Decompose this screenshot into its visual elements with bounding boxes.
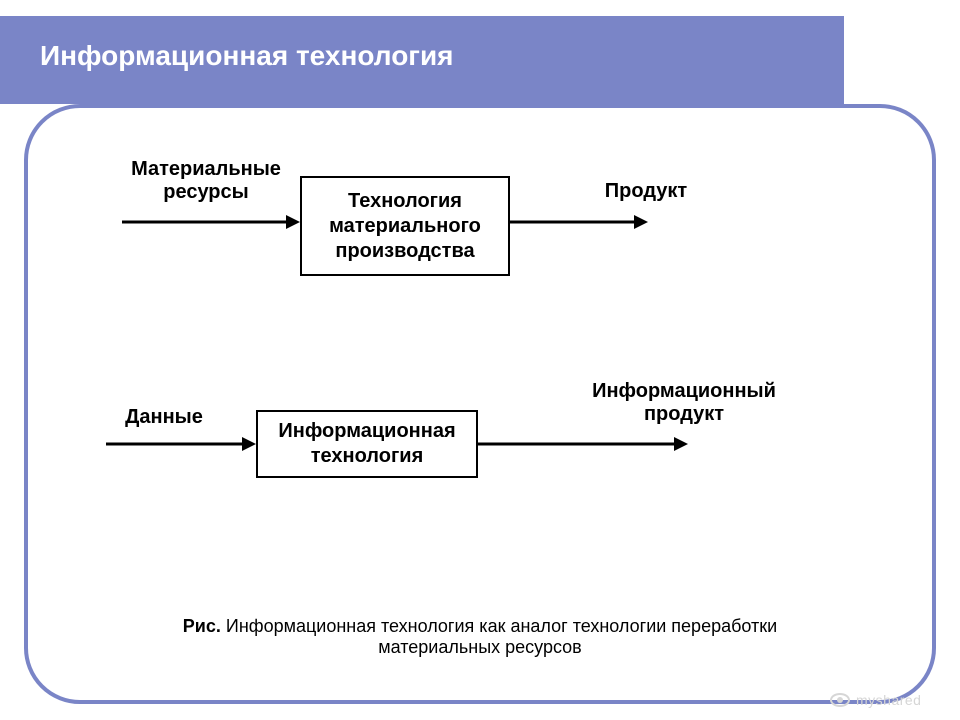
input-label-material: Материальные ресурсы: [116, 158, 296, 204]
caption-prefix: Рис.: [183, 616, 221, 636]
arrow-in-information: [94, 432, 268, 456]
arrow-in-material: [110, 210, 312, 234]
process-box-material: Технология материального производства: [300, 176, 510, 276]
arrow-out-material: [498, 210, 660, 234]
eye-icon: [830, 693, 850, 707]
figure-caption: Рис. Информационная технология как анало…: [120, 616, 840, 658]
watermark: myshared: [830, 692, 921, 708]
caption-text: Информационная технология как аналог тех…: [221, 616, 777, 657]
watermark-text: myshared: [856, 692, 921, 708]
slide: Информационная технология Материальные р…: [0, 0, 960, 720]
process-box-information: Информационная технология: [256, 410, 478, 478]
output-label-material: Продукт: [576, 180, 716, 203]
slide-title: Информационная технология: [40, 40, 454, 72]
input-label-information: Данные: [104, 406, 224, 429]
output-label-information: Информационный продукт: [564, 380, 804, 426]
arrow-out-information: [466, 432, 700, 456]
